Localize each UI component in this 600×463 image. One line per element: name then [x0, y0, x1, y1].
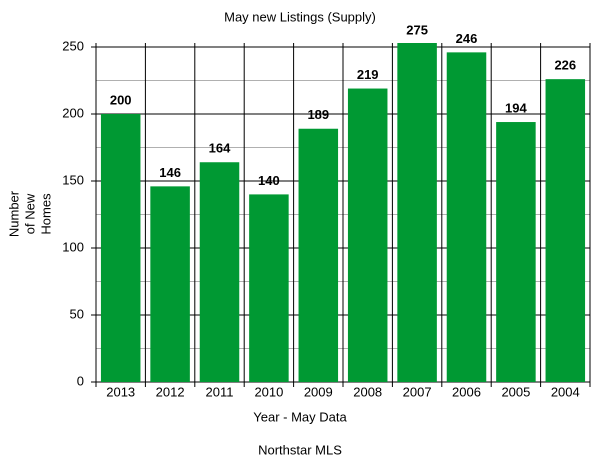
value-label: 140: [258, 173, 280, 188]
y-axis-label: Number of New Homes: [6, 190, 53, 237]
y-tick-label: 0: [77, 373, 84, 388]
x-tick-label: 2008: [353, 384, 382, 399]
y-tick-label: 150: [62, 172, 84, 187]
bar: [545, 79, 586, 382]
y-tick-label: 50: [70, 306, 84, 321]
value-label: 219: [357, 67, 379, 82]
value-label: 200: [110, 92, 132, 107]
y-tick-label: 100: [62, 239, 84, 254]
x-tick-label: 2010: [254, 384, 283, 399]
chart-title: May new Listings (Supply): [224, 9, 376, 24]
y-tick-label: 250: [62, 38, 84, 53]
bar: [298, 128, 339, 382]
value-label: 164: [209, 141, 231, 156]
value-label: 146: [159, 165, 181, 180]
x-tick-label: 2007: [403, 384, 432, 399]
x-tick-label: 2009: [304, 384, 333, 399]
value-label: 246: [456, 31, 478, 46]
x-axis-label: Year - May Data: [253, 409, 347, 424]
y-axis-label-line: of New: [22, 193, 37, 234]
bar: [249, 194, 289, 382]
bar: [100, 114, 141, 382]
y-axis-label-line: Number: [6, 190, 21, 237]
x-tick-label: 2005: [501, 384, 530, 399]
bar: [496, 122, 536, 382]
bar: [397, 43, 437, 382]
value-label: 275: [406, 22, 428, 37]
value-label: 226: [554, 58, 576, 73]
y-axis-label-line: Homes: [38, 193, 53, 235]
bar: [446, 52, 487, 382]
x-tick-label: 2011: [206, 384, 234, 399]
value-label: 194: [505, 100, 527, 115]
x-tick-label: 2012: [156, 384, 185, 399]
y-tick-label: 200: [62, 105, 84, 120]
value-label: 189: [307, 107, 329, 122]
bar: [150, 186, 190, 382]
x-tick-label: 2013: [106, 384, 135, 399]
bar: [347, 88, 388, 382]
bar: [199, 162, 240, 382]
x-tick-label: 2006: [452, 384, 481, 399]
footer: Northstar MLS: [258, 442, 342, 457]
x-tick-label: 2004: [551, 384, 580, 399]
